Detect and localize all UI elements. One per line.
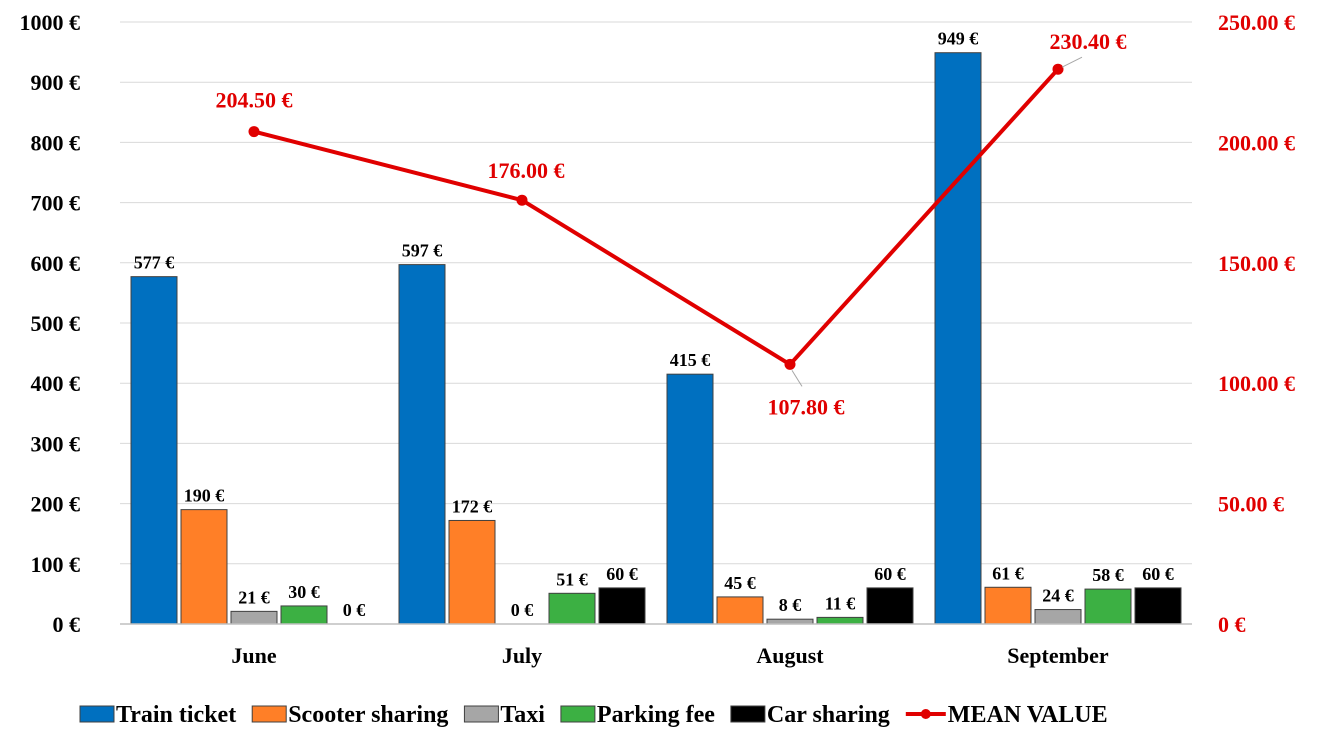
bar-value-label: 172 € (452, 496, 493, 516)
bar (1034, 609, 1082, 625)
bar-value-label: 58 € (1092, 565, 1124, 585)
bar (816, 616, 864, 625)
y-left-tick-label: 300 € (31, 431, 81, 456)
bar-value-label: 60 € (606, 564, 638, 584)
y-right-tick-label: 0 € (1218, 612, 1246, 637)
bar-value-label: 577 € (134, 253, 175, 273)
bar (1134, 587, 1182, 625)
y-right-tick-label: 100.00 € (1218, 371, 1295, 396)
legend: Train ticket Scooter sharing Taxi Parking f… (79, 702, 1108, 728)
legend-swatch (251, 705, 287, 723)
legend-swatch (463, 705, 499, 723)
legend-item-label: Car sharing (767, 702, 890, 728)
bar (1084, 588, 1132, 625)
bar (598, 587, 646, 625)
x-category-label: August (756, 643, 824, 668)
legend-item-label: MEAN VALUE (948, 702, 1108, 728)
mean-value-label: 230.40 € (1050, 29, 1127, 54)
mean-value-line (253, 67, 1060, 367)
mean-value-point (784, 358, 796, 370)
bar-value-label: 597 € (402, 241, 443, 261)
x-category-label: June (231, 643, 276, 668)
bar-value-label: 415 € (670, 350, 711, 370)
data-labels: 577 € 190 € 21 € 30 € 0 € 597 € 172 € 0 € 51 € 60… (134, 29, 1174, 620)
bar-value-label: 11 € (825, 593, 856, 613)
legend-swatch (730, 705, 766, 723)
bars (130, 52, 1182, 625)
bar (934, 52, 982, 625)
bar-value-label: 30 € (288, 582, 320, 602)
bar (398, 264, 446, 625)
bar-value-label: 45 € (724, 573, 756, 593)
legend-item-label: Parking fee (597, 702, 715, 728)
mean-value-label: 204.50 € (216, 88, 293, 113)
mean-value-point (516, 194, 528, 206)
bar-value-label: 51 € (556, 569, 588, 589)
y-left-tick-label: 800 € (31, 130, 81, 155)
bar-value-label: 21 € (238, 587, 270, 607)
bar-value-label: 190 € (184, 486, 225, 506)
mean-line-group (248, 56, 1083, 387)
bar (180, 509, 228, 625)
bar (548, 592, 596, 625)
mean-value-point (1052, 63, 1064, 75)
legend-item-label: Scooter sharing (288, 702, 448, 728)
mean-label-leader (791, 370, 803, 387)
bar (716, 596, 764, 625)
bar-value-label: 60 € (1142, 564, 1174, 584)
y-left-tick-label: 900 € (31, 70, 81, 95)
legend-swatch (560, 705, 596, 723)
bar-value-label: 24 € (1042, 586, 1074, 606)
bar (130, 276, 178, 625)
y-left-tick-label: 700 € (31, 191, 81, 216)
bar-value-label: 0 € (343, 600, 366, 620)
y-left-tick-label: 1000 € (20, 10, 81, 35)
bar-value-label: 0 € (511, 600, 534, 620)
x-category-label: September (1007, 643, 1109, 668)
bar (984, 586, 1032, 625)
mean-value-label: 107.80 € (768, 394, 845, 419)
mean-value-point (248, 126, 260, 138)
legend-swatch (79, 705, 115, 723)
legend-item-label: Train ticket (116, 702, 236, 728)
bar (280, 605, 328, 625)
bar (230, 610, 278, 625)
y-right-tick-label: 250.00 € (1218, 10, 1295, 35)
axis-ticks: 0 € 100 € 200 € 300 € 400 € 500 € 600 € 700 € 80… (20, 10, 1296, 668)
y-left-tick-label: 400 € (31, 371, 81, 396)
bar-value-label: 8 € (779, 595, 802, 615)
y-right-tick-label: 150.00 € (1218, 251, 1295, 276)
bar-value-label: 949 € (938, 29, 979, 49)
mean-label-leader (1061, 56, 1083, 68)
y-right-tick-label: 50.00 € (1218, 492, 1284, 517)
bar (866, 587, 914, 625)
bar-value-label: 61 € (992, 563, 1024, 583)
bar-value-label: 60 € (874, 564, 906, 584)
y-left-tick-label: 100 € (31, 552, 81, 577)
x-category-label: July (502, 643, 542, 668)
y-right-tick-label: 200.00 € (1218, 130, 1295, 155)
y-left-tick-label: 500 € (31, 311, 81, 336)
y-left-tick-label: 0 € (53, 612, 81, 637)
y-left-tick-label: 600 € (31, 251, 81, 276)
gridlines (120, 21, 1192, 565)
bar (666, 373, 714, 625)
legend-item-label: Taxi (500, 702, 545, 728)
y-left-tick-label: 200 € (31, 492, 81, 517)
bar (448, 519, 496, 625)
legend-line-marker (920, 709, 931, 719)
mean-value-label: 176.00 € (488, 158, 565, 183)
